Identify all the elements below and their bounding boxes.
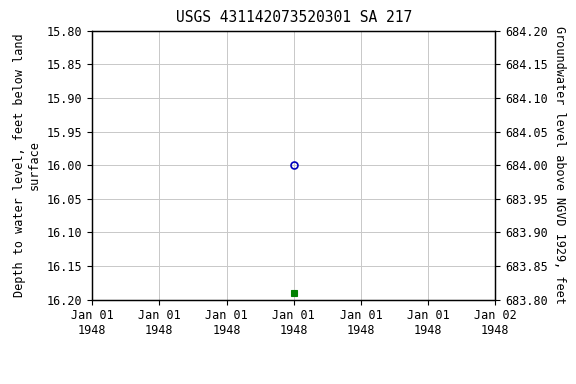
Title: USGS 431142073520301 SA 217: USGS 431142073520301 SA 217: [176, 10, 412, 25]
Y-axis label: Groundwater level above NGVD 1929, feet: Groundwater level above NGVD 1929, feet: [554, 26, 566, 304]
Y-axis label: Depth to water level, feet below land
surface: Depth to water level, feet below land su…: [13, 33, 41, 297]
